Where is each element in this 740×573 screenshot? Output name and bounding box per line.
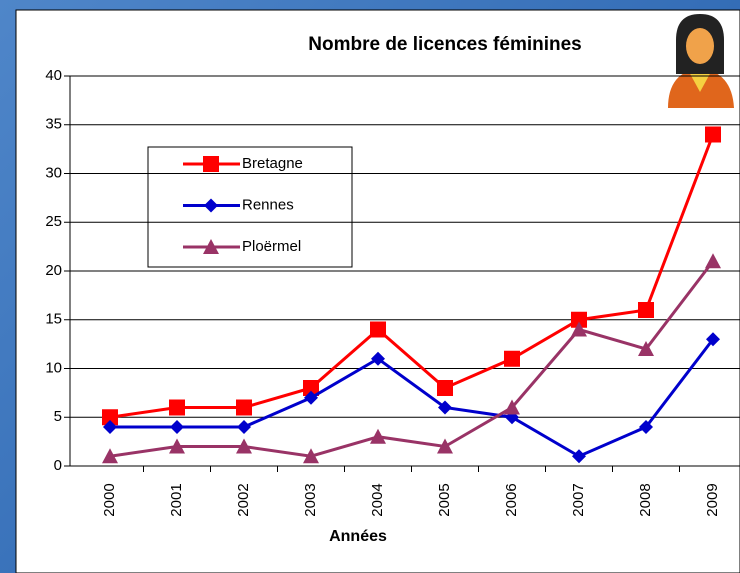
x-tick-label: 2003: [302, 483, 319, 516]
marker: [169, 400, 185, 416]
y-tick-label: 40: [45, 67, 62, 84]
legend-label: Rennes: [242, 196, 294, 213]
marker: [705, 127, 721, 143]
marker: [236, 400, 252, 416]
chart-title: Nombre de licences féminines: [308, 34, 582, 55]
y-tick-label: 20: [45, 262, 62, 279]
page: Nombre de licences féminines Années 0 5 10…: [0, 0, 740, 573]
legend-label: Ploërmel: [242, 238, 301, 255]
x-tick-label: 2001: [168, 483, 185, 516]
y-tick-label: 25: [45, 213, 62, 230]
y-tick-label: 5: [54, 408, 62, 425]
marker: [638, 302, 654, 318]
y-tick-label: 30: [45, 164, 62, 181]
legend-marker: [203, 156, 219, 172]
x-tick-label: 2007: [570, 483, 587, 516]
legend-label: Bretagne: [242, 155, 303, 172]
y-tick-label: 10: [45, 359, 62, 376]
x-axis-label: Années: [329, 528, 387, 545]
x-tick-label: 2008: [637, 483, 654, 516]
y-tick-label: 15: [45, 311, 62, 328]
x-tick-label: 2009: [704, 483, 721, 516]
x-tick-label: 2005: [436, 483, 453, 516]
x-tick-label: 2004: [369, 483, 386, 516]
marker: [437, 380, 453, 396]
chart: Nombre de licences féminines Années 0 5 10…: [0, 0, 740, 573]
marker: [370, 322, 386, 338]
marker: [504, 351, 520, 367]
y-tick-label: 0: [54, 457, 62, 474]
y-tick-label: 35: [45, 116, 62, 133]
x-tick-label: 2000: [101, 483, 118, 516]
x-tick-label: 2006: [503, 483, 520, 516]
x-tick-label: 2002: [235, 483, 252, 516]
